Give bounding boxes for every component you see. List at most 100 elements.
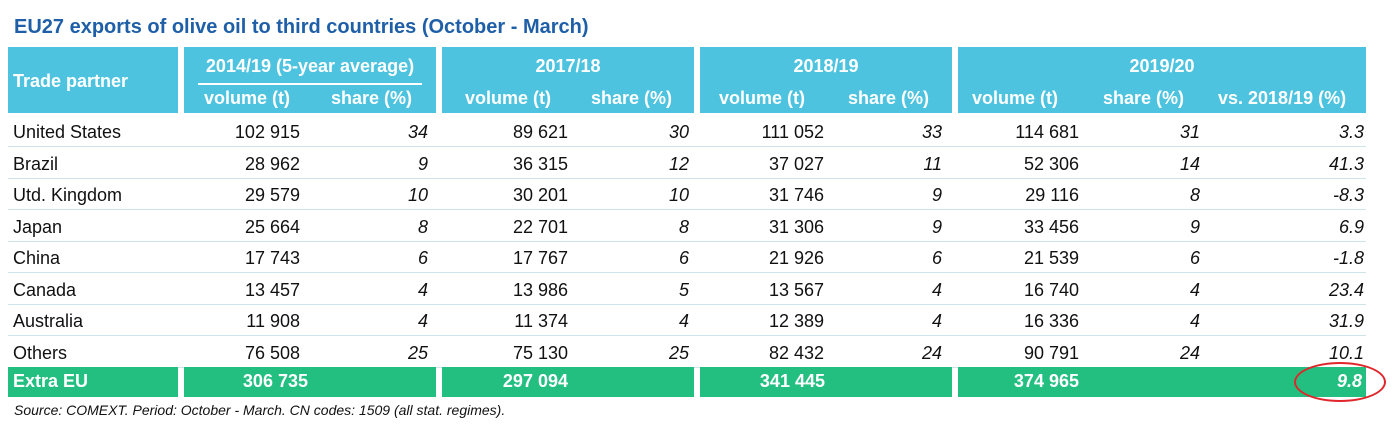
header-group-2014-19 — [184, 47, 436, 113]
cell-share-2014-19: 34 — [407, 122, 428, 142]
cell-change-2019-20: -8.3 — [1332, 185, 1364, 205]
row-separator — [8, 303, 1366, 305]
cell-share-2019-20: 6 — [1189, 248, 1200, 268]
total-cell-partner: Extra EU — [8, 367, 178, 397]
header-group-2017-18 — [442, 47, 694, 113]
sub-volume-2017-18: volume (t) — [465, 88, 552, 108]
cell-volume-2018-19: 111 052 — [761, 122, 824, 142]
cell-share-2019-20: 31 — [1179, 122, 1200, 142]
table-row: United States 102 915 34 89 621 30 111 052 33 1… — [8, 116, 1366, 147]
sub-volume-2019-20: volume (t) — [972, 88, 1059, 108]
cell-change-2019-20: 6.9 — [1338, 216, 1364, 237]
cell-volume-2014-19: 28 962 — [244, 153, 300, 174]
total-volume-2014-19: 306 735 — [242, 371, 308, 391]
row-separator — [8, 335, 1366, 336]
cell-volume-2014-19: 25 664 — [244, 216, 300, 237]
table-row: Japan 25 664 8 22 701 8 31 306 9 33 456 9 6.9 — [8, 211, 1366, 242]
cell-volume-2017-18: 30 201 — [512, 185, 568, 205]
cell-volume-2017-18: 11 374 — [514, 311, 568, 331]
cell-volume-2014-19: 76 508 — [244, 342, 300, 363]
group-title-2014-19: 2014/19 (5-year average) — [205, 56, 415, 76]
row-partner: Japan — [13, 216, 63, 237]
total-partner: Extra EU — [13, 371, 89, 391]
cell-volume-2014-19: 13 457 — [244, 279, 300, 300]
cell-share-2018-19: 33 — [921, 122, 942, 142]
cell-share-2017-18: 30 — [668, 122, 689, 142]
cell-change-2019-20: 3.3 — [1338, 122, 1364, 142]
cell-share-2018-19: 6 — [931, 248, 942, 268]
cell-share-2014-19: 6 — [417, 248, 428, 268]
cell-share-2014-19: 10 — [407, 185, 428, 205]
cell-change-2019-20: 23.4 — [1328, 279, 1364, 300]
table-row: China 17 743 6 17 767 6 21 926 6 21 539 6 -1.8 — [8, 242, 1366, 273]
row-separator — [8, 177, 1366, 179]
cell-share-2019-20: 4 — [1189, 279, 1200, 300]
sub-volume-2018-19: volume (t) — [719, 88, 806, 108]
cell-change-2019-20: 10.1 — [1328, 342, 1364, 363]
cell-change-2019-20: 41.3 — [1328, 153, 1364, 174]
table-row: Canada 13 457 4 13 986 5 13 567 4 16 740 4 23.4 — [8, 274, 1366, 305]
row-separator — [8, 240, 1366, 242]
cell-share-2019-20: 24 — [1179, 342, 1200, 363]
cell-volume-2019-20: 29 116 — [1025, 185, 1079, 205]
cell-share-2019-20: 9 — [1189, 216, 1200, 237]
header-partner-label: Trade partner — [13, 71, 129, 91]
cell-share-2014-19: 9 — [417, 153, 428, 174]
cell-volume-2014-19: 11 908 — [246, 311, 300, 331]
cell-share-2017-18: 5 — [678, 279, 689, 300]
cell-volume-2018-19: 31 746 — [768, 185, 824, 205]
cell-share-2018-19: 24 — [921, 342, 942, 363]
cell-volume-2018-19: 82 432 — [768, 342, 824, 363]
row-partner: China — [13, 248, 61, 268]
table-row: Utd. Kingdom 29 579 10 30 201 10 31 746 9 29 11… — [8, 179, 1366, 210]
row-partner: Brazil — [13, 153, 59, 174]
cell-share-2014-19: 4 — [417, 311, 428, 331]
row-separator — [8, 272, 1366, 273]
cell-share-2017-18: 4 — [678, 311, 689, 331]
cell-volume-2018-19: 12 389 — [768, 311, 824, 331]
total-cell-2018-19: 341 445 — [700, 367, 952, 397]
cell-volume-2017-18: 17 767 — [512, 248, 568, 268]
cell-volume-2017-18: 89 621 — [512, 122, 568, 142]
cell-volume-2014-19: 102 915 — [234, 122, 300, 142]
cell-share-2017-18: 25 — [668, 342, 689, 363]
row-separator — [8, 146, 1366, 147]
cell-volume-2019-20: 33 456 — [1023, 216, 1079, 237]
cell-volume-2019-20: 90 791 — [1023, 342, 1079, 363]
cell-share-2017-18: 12 — [668, 153, 689, 174]
total-volume-2018-19: 341 445 — [759, 371, 825, 391]
cell-share-2019-20: 14 — [1179, 153, 1200, 174]
header-partner: Trade partner — [8, 47, 178, 113]
cell-share-2014-19: 8 — [417, 216, 428, 237]
cell-share-2017-18: 10 — [668, 185, 689, 205]
row-partner: United States — [13, 122, 122, 142]
cell-share-2018-19: 9 — [931, 185, 942, 205]
group-title-2018-19: 2018/19 — [793, 56, 859, 76]
cell-volume-2017-18: 13 986 — [512, 279, 568, 300]
sub-share-2014-19: share (%) — [331, 88, 413, 108]
cell-share-2018-19: 4 — [931, 279, 942, 300]
cell-share-2018-19: 11 — [923, 153, 942, 174]
group-underline-2014-19 — [198, 83, 422, 85]
cell-change-2019-20: 31.9 — [1328, 311, 1364, 331]
sub-share-2019-20: share (%) — [1103, 88, 1185, 108]
sub-share-2018-19: share (%) — [848, 88, 930, 108]
cell-volume-2018-19: 37 027 — [768, 153, 824, 174]
row-partner: Others — [13, 342, 68, 363]
cell-volume-2014-19: 29 579 — [244, 185, 300, 205]
sub-share-2017-18: share (%) — [591, 88, 673, 108]
cell-volume-2014-19: 17 743 — [244, 248, 300, 268]
group-title-2019-20: 2019/20 — [1129, 56, 1195, 76]
table-title: EU27 exports of olive oil to third count… — [14, 16, 589, 38]
cell-share-2014-19: 25 — [407, 342, 428, 363]
total-volume-2019-20: 374 965 — [1013, 371, 1079, 391]
row-partner: Canada — [13, 279, 77, 300]
cell-share-2018-19: 9 — [931, 216, 942, 237]
highlight-ellipse — [1294, 362, 1386, 402]
sub-volume-2014-19: volume (t) — [204, 88, 291, 108]
group-title-2017-18: 2017/18 — [535, 56, 601, 76]
cell-volume-2019-20: 52 306 — [1023, 153, 1079, 174]
row-separator — [8, 209, 1366, 210]
cell-share-2019-20: 8 — [1189, 185, 1200, 205]
cell-volume-2017-18: 36 315 — [512, 153, 568, 174]
